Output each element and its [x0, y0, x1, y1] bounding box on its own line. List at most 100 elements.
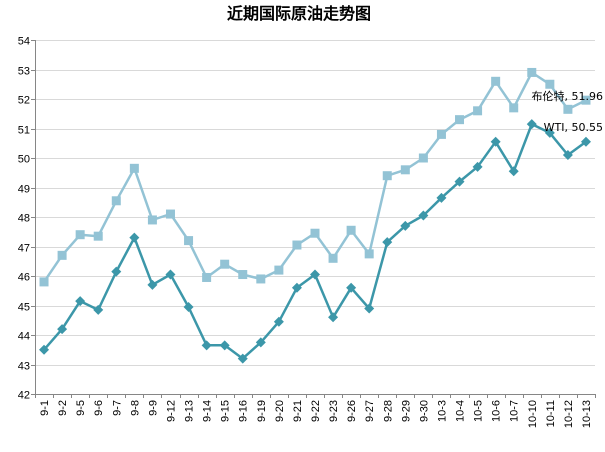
y-axis-ticks: 42 43 44 45 46 47 48 49 50 51 52 53 54: [18, 36, 30, 402]
brent-end-label: 布伦特, 51.96: [532, 89, 603, 103]
x-tick-label: 10-10: [527, 400, 539, 428]
x-tick-label: 9-14: [202, 400, 214, 422]
y-tick-label: 51: [18, 125, 30, 137]
brent-point: [581, 95, 591, 105]
x-tick-label: 9-13: [184, 400, 196, 422]
x-tick-label: 9-30: [418, 400, 430, 422]
y-tick-label: 52: [18, 95, 30, 107]
brent-series: [39, 67, 591, 287]
wti-point: [273, 316, 284, 327]
brent-line: [42, 71, 587, 283]
wti-point: [454, 176, 465, 187]
wti-point: [201, 340, 212, 351]
wti-point: [237, 353, 248, 364]
x-tick-label: 9-28: [382, 400, 394, 422]
x-axis-ticks: 9-1 9-2 9-5 9-6 9-7 9-8 9-9 9-12 9-13 9-14 9-15 9-1…: [39, 400, 593, 428]
x-tick-label: 9-1: [39, 400, 51, 416]
y-tick-label: 48: [18, 213, 30, 225]
axes: [31, 40, 596, 398]
wti-point: [382, 237, 393, 248]
wti-point: [580, 136, 591, 147]
wti-point: [364, 303, 375, 314]
wti-point: [165, 269, 176, 280]
x-tick-label: 10-12: [563, 400, 575, 428]
wti-point: [526, 119, 537, 130]
wti-line: [43, 122, 587, 360]
brent-point: [418, 153, 428, 163]
x-tick-label: 10-11: [545, 400, 557, 427]
wti-point: [328, 312, 339, 323]
brent-point: [220, 259, 230, 269]
brent-point: [165, 209, 175, 219]
brent-point: [75, 230, 85, 240]
x-tick-label: 10-5: [473, 400, 485, 422]
brent-point: [455, 115, 465, 125]
x-tick-label: 9-6: [93, 400, 105, 416]
brent-point: [292, 240, 302, 250]
x-tick-label: 9-23: [328, 400, 340, 422]
brent-point: [563, 104, 573, 114]
series: [39, 67, 591, 364]
x-tick-label: 9-29: [400, 400, 412, 422]
y-tick-label: 49: [18, 184, 30, 196]
brent-point: [57, 250, 67, 260]
wti-point: [75, 296, 86, 307]
y-tick-label: 43: [18, 361, 30, 373]
x-tick-label: 9-12: [165, 400, 177, 422]
brent-point: [382, 171, 392, 181]
x-tick-label: 9-19: [256, 400, 268, 422]
wti-point: [418, 210, 429, 221]
wti-point: [57, 324, 68, 335]
wti-point: [400, 220, 411, 231]
wti-point: [508, 166, 519, 177]
brent-point: [509, 103, 519, 113]
wti-point: [310, 269, 320, 280]
wti-point: [93, 304, 104, 315]
x-tick-label: 9-26: [346, 400, 358, 422]
brent-point: [346, 225, 356, 235]
brent-point: [527, 67, 537, 77]
brent-point: [111, 196, 121, 206]
wti-point: [39, 344, 50, 355]
wti-point: [544, 127, 555, 138]
brent-point: [202, 272, 212, 282]
brent-point: [436, 129, 446, 139]
brent-point: [39, 277, 49, 287]
wti-point: [346, 282, 357, 293]
wti-point: [436, 192, 447, 203]
x-tick-label: 9-5: [75, 400, 87, 416]
grid: [35, 40, 595, 366]
wti-point: [490, 136, 501, 147]
x-tick-label: 9-27: [364, 400, 376, 422]
wti-point: [111, 266, 122, 277]
wti-series: [39, 119, 591, 364]
wti-point: [562, 150, 573, 161]
y-tick-label: 42: [18, 390, 30, 402]
x-tick-label: 9-21: [292, 400, 304, 422]
x-tick-label: 9-15: [220, 400, 232, 422]
wti-point: [147, 279, 158, 290]
x-tick-label: 10-4: [455, 400, 467, 422]
brent-point: [147, 215, 157, 225]
x-tick-label: 10-13: [581, 400, 593, 428]
brent-point: [256, 274, 266, 284]
wti-point: [219, 340, 230, 351]
y-tick-label: 54: [18, 36, 30, 48]
y-tick-label: 44: [18, 331, 30, 343]
y-tick-label: 46: [18, 272, 30, 284]
x-tick-label: 9-22: [310, 400, 322, 422]
brent-point: [328, 253, 338, 263]
brent-point: [473, 106, 483, 116]
brent-point: [129, 163, 139, 173]
y-tick-label: 47: [18, 243, 30, 255]
brent-point: [491, 76, 501, 86]
y-tick-label: 50: [18, 154, 30, 166]
brent-point: [184, 236, 194, 246]
x-tick-label: 10-6: [491, 400, 503, 422]
brent-point: [310, 228, 320, 238]
x-tick-label: 9-20: [274, 400, 286, 422]
brent-point: [274, 265, 284, 275]
y-tick-label: 45: [18, 302, 30, 314]
x-tick-label: 9-7: [111, 400, 123, 416]
